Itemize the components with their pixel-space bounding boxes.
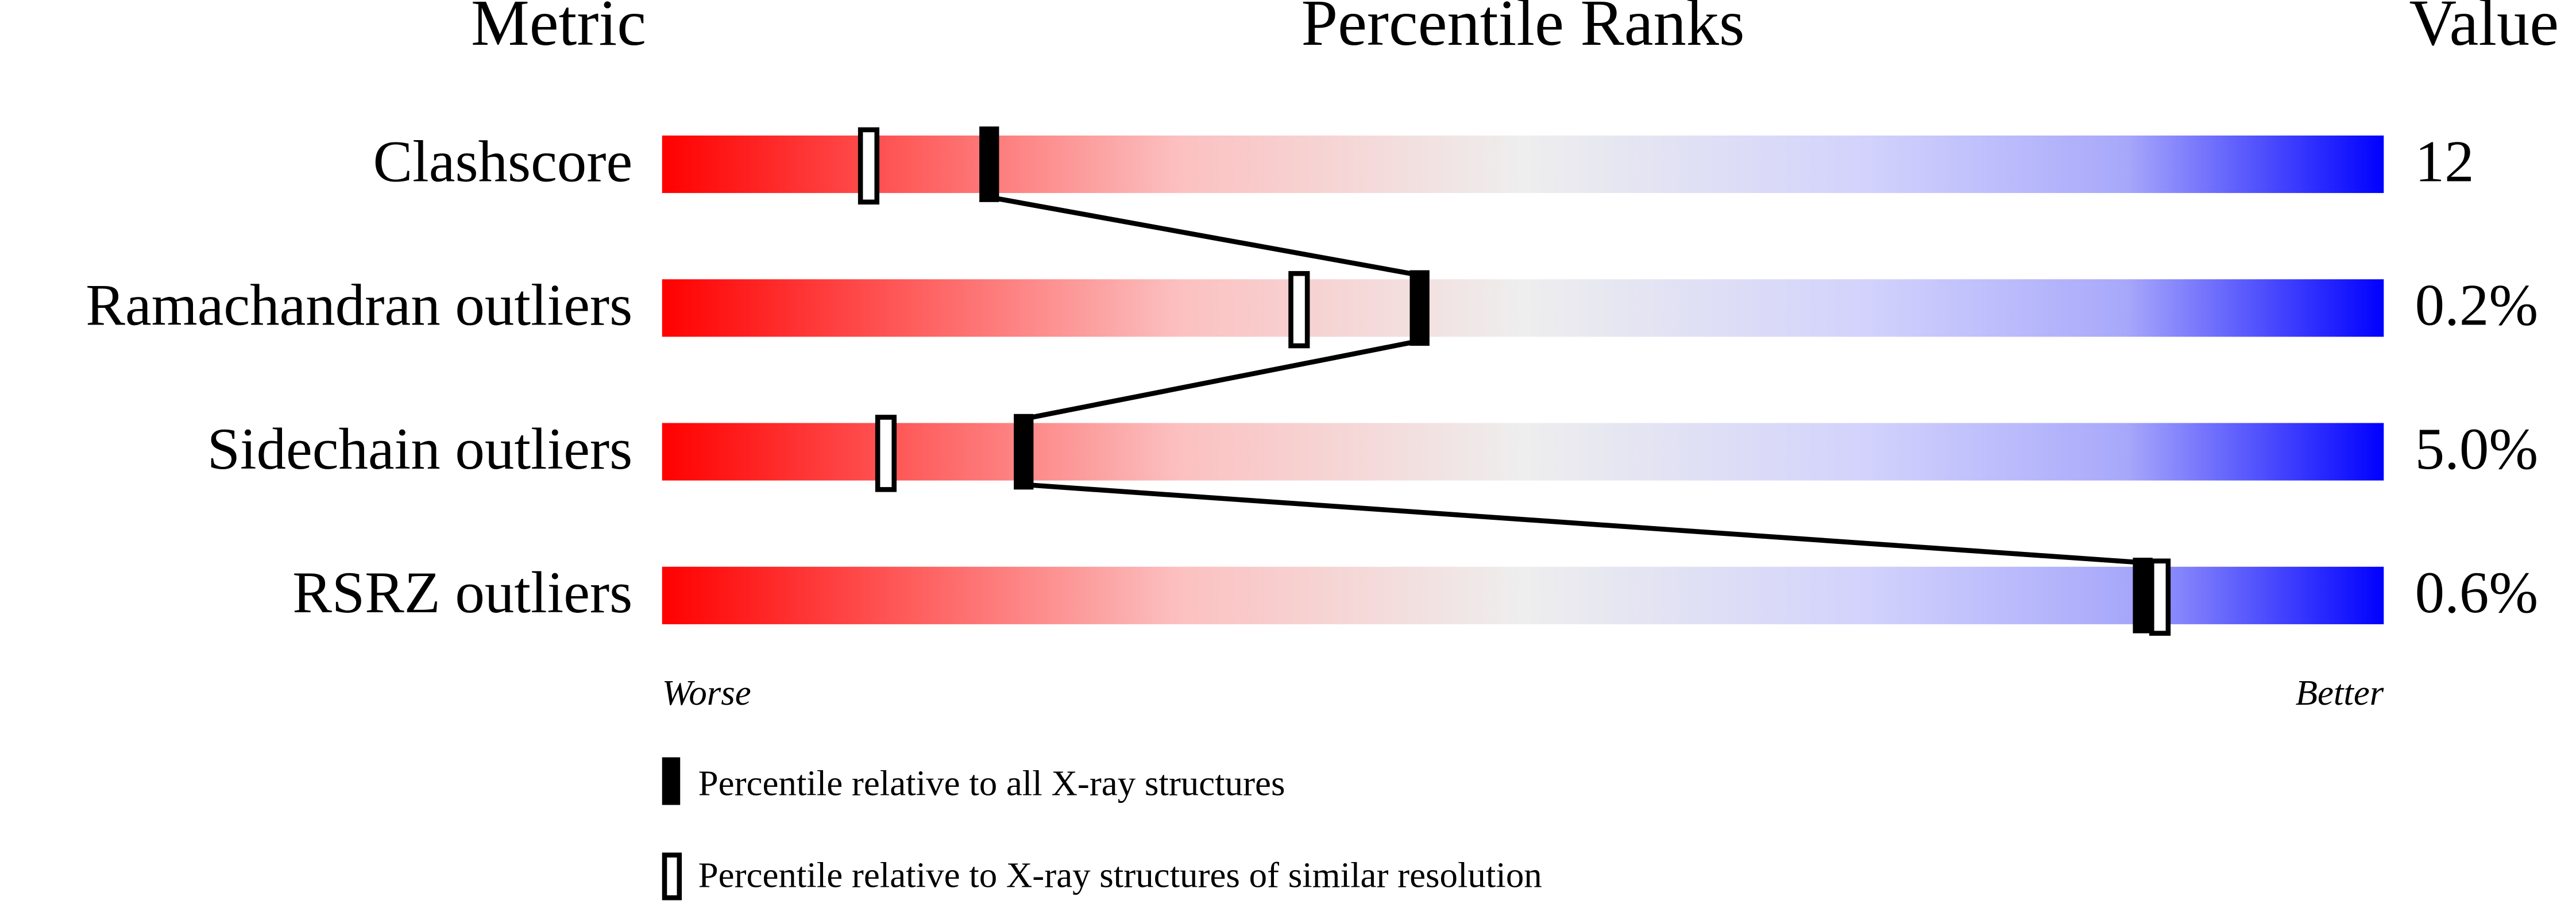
header-percentile: Percentile Ranks — [1301, 0, 1745, 59]
legend-filled-marker — [662, 757, 681, 805]
worse-label: Worse — [662, 673, 751, 713]
metric-value: 0.6% — [2415, 560, 2538, 625]
legend-similar: Percentile relative to X-ray structures … — [698, 855, 1542, 895]
similar-marker — [875, 415, 897, 492]
better-label: Better — [2296, 673, 2384, 713]
similar-marker — [1288, 271, 1310, 349]
percentile-bar — [662, 423, 2384, 481]
connector — [988, 195, 1420, 278]
similar-marker — [858, 127, 880, 205]
connector — [1023, 482, 2143, 565]
all-marker — [1014, 414, 1034, 490]
percentile-bar — [662, 279, 2384, 337]
header-value: Value — [2409, 0, 2559, 59]
percentile-bar — [662, 135, 2384, 194]
similar-marker — [2149, 558, 2171, 636]
connector — [1023, 338, 1420, 422]
metric-label: Sidechain outliers — [207, 416, 633, 482]
metric-value: 5.0% — [2415, 416, 2538, 482]
all-marker — [979, 126, 999, 202]
metric-label: Ramachandran outliers — [86, 273, 632, 338]
metric-value: 0.2% — [2415, 273, 2538, 338]
percentile-bar — [662, 566, 2384, 624]
metric-value: 12 — [2415, 129, 2474, 194]
metric-label: RSRZ outliers — [292, 560, 632, 625]
metric-label: Clashscore — [373, 129, 633, 194]
legend-all: Percentile relative to all X-ray structu… — [698, 763, 1285, 803]
legend-open-marker — [662, 852, 682, 901]
header-metric: Metric — [471, 0, 646, 59]
all-marker — [2133, 558, 2153, 633]
all-marker — [1409, 270, 1430, 346]
